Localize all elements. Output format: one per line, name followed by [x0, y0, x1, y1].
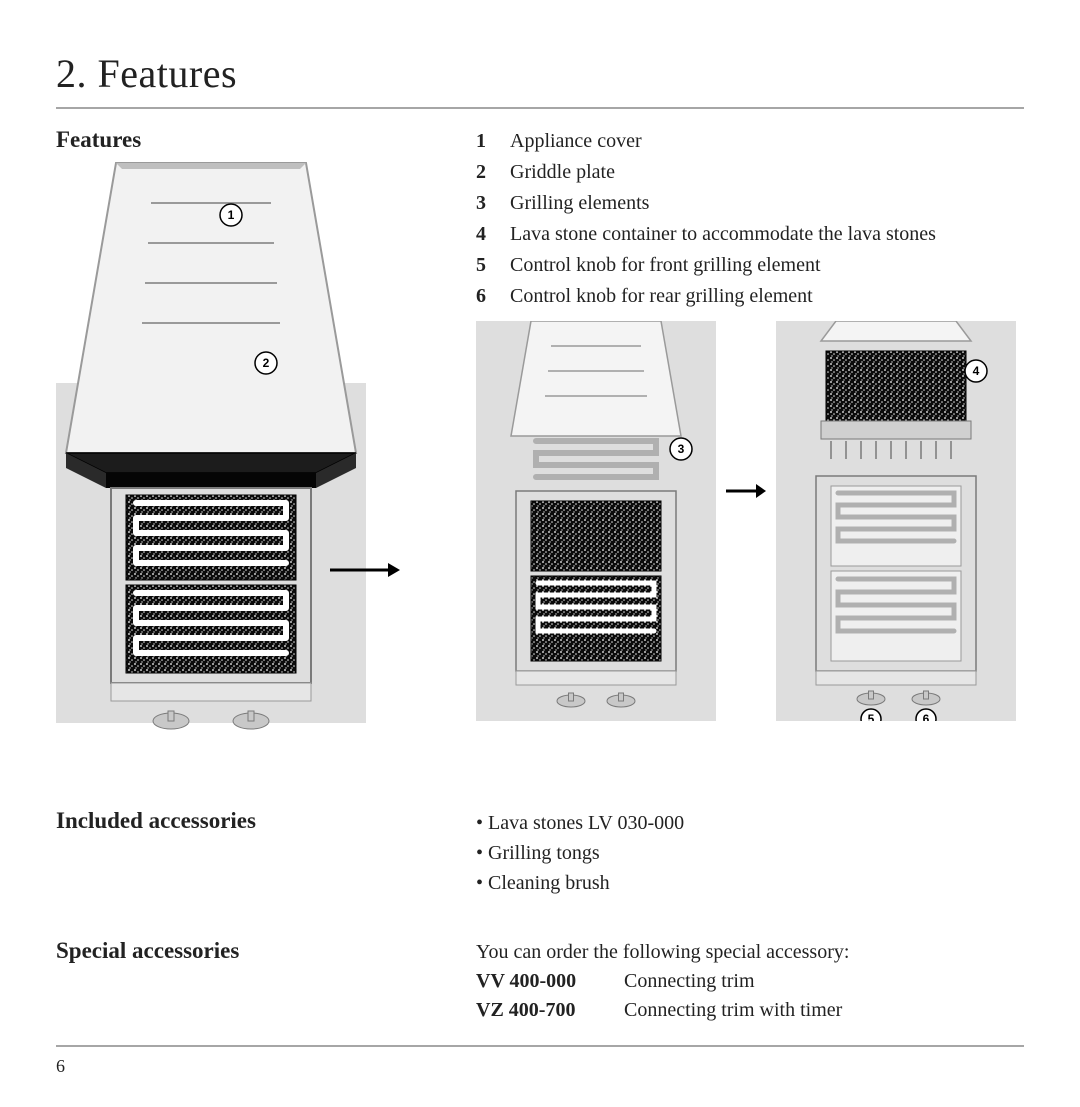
- features-heading: Features: [56, 127, 476, 153]
- special-heading: Special accessories: [56, 938, 476, 964]
- callout-5: 5: [868, 712, 875, 721]
- list-item: Grilling tongs: [476, 838, 1024, 868]
- rule-top: [56, 107, 1024, 109]
- accessory-row: VV 400-000 Connecting trim: [476, 967, 1024, 996]
- callout-4: 4: [973, 364, 980, 378]
- figure-mid: 3: [476, 321, 716, 721]
- list-item: Lava stones LV 030-000: [476, 808, 1024, 838]
- list-item: 1Appliance cover: [476, 127, 1024, 156]
- list-item: 3Grilling elements: [476, 189, 1024, 218]
- special-intro: You can order the following special acce…: [476, 938, 1024, 967]
- figure-main: 1 2: [56, 153, 366, 778]
- special-section: Special accessories You can order the fo…: [56, 938, 1024, 1025]
- included-list: Lava stones LV 030-000 Grilling tongs Cl…: [476, 808, 1024, 898]
- figure-right: 4: [776, 321, 1016, 721]
- figure-row: 3: [476, 321, 1024, 721]
- chapter-title: 2. Features: [56, 50, 1024, 97]
- features-section: Features: [56, 127, 1024, 778]
- list-item: 4Lava stone container to accommodate the…: [476, 220, 1024, 249]
- list-item: 2Griddle plate: [476, 158, 1024, 187]
- rule-bottom: [56, 1045, 1024, 1047]
- included-heading: Included accessories: [56, 808, 476, 834]
- list-item: 6Control knob for rear grilling element: [476, 282, 1024, 311]
- callout-3: 3: [678, 442, 685, 456]
- accessory-row: VZ 400-700 Connecting trim with timer: [476, 996, 1024, 1025]
- page-number: 6: [56, 1056, 65, 1077]
- features-list: 1Appliance cover 2Griddle plate 3Grillin…: [476, 127, 1024, 311]
- arrow-icon: [330, 560, 400, 580]
- callout-2: 2: [263, 356, 270, 370]
- list-item: Cleaning brush: [476, 868, 1024, 898]
- callout-6: 6: [923, 712, 930, 721]
- included-section: Included accessories Lava stones LV 030-…: [56, 808, 1024, 898]
- arrow-icon: [726, 481, 766, 501]
- callout-1: 1: [228, 208, 235, 222]
- list-item: 5Control knob for front grilling element: [476, 251, 1024, 280]
